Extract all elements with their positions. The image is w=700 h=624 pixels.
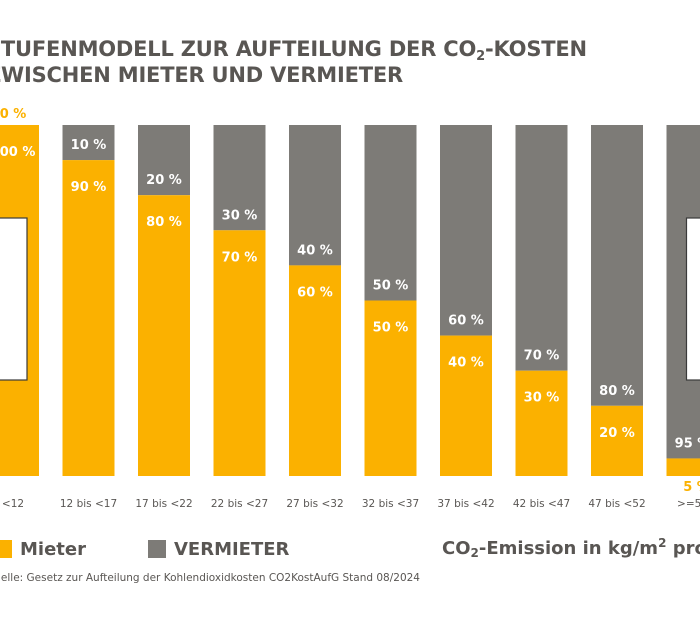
x-tick-label-4: 27 bis <32 [286, 498, 343, 510]
title-line-2: ZWISCHEN MIETER UND VERMIETER [0, 63, 403, 87]
legend-swatch-mieter [0, 540, 12, 558]
x-tick-label-0: <12 [2, 498, 24, 510]
bar-mieter-8 [591, 405, 643, 476]
bar-mieter-1 [62, 160, 115, 476]
bar-vermieter-2 [138, 125, 190, 196]
axis-title-suffix: pro Jahr [672, 538, 700, 559]
bar-mieter-7 [515, 370, 568, 476]
legend-swatch-vermieter [147, 540, 166, 558]
bar-vermieter-1 [62, 125, 115, 161]
x-tick-label-3: 22 bis <27 [211, 498, 268, 510]
bar-vermieter-3 [213, 125, 266, 231]
label-vermieter-4: 40 % [297, 243, 333, 258]
label-mieter-0: 100 % [0, 145, 35, 160]
bar-mieter-5 [364, 300, 417, 476]
bar-mieter-2 [138, 195, 190, 476]
source-note: Quelle: Gesetz zur Aufteilung der Kohlen… [0, 572, 420, 584]
bar-vermieter-7 [515, 125, 568, 371]
axis-title-subscript: 2 [470, 546, 479, 560]
label-mieter-7: 30 % [524, 391, 560, 406]
label-mieter-6: 40 % [448, 356, 484, 371]
x-tick-label-2: 17 bis <22 [135, 498, 192, 510]
label-mieter-5: 50 % [373, 321, 409, 336]
label-vermieter-7: 70 % [524, 349, 560, 364]
bar-mieter-6 [440, 335, 492, 476]
axis-title-prefix: CO [442, 538, 471, 559]
bar-mieter-9 [666, 458, 700, 476]
x-tick-label-7: 42 bis <47 [513, 498, 570, 510]
x-tick-label-1: 12 bis <17 [60, 498, 117, 510]
axis-title-middle: -Emission in kg/m [478, 538, 659, 559]
bar-vermieter-4 [289, 125, 341, 266]
bar-vermieter-8 [591, 125, 643, 406]
label-vermieter-0: 0 % [0, 107, 26, 122]
label-mieter-2: 80 % [146, 215, 182, 230]
title-line-1-suffix: -KOSTEN [485, 37, 587, 61]
label-mieter-1: 90 % [71, 180, 107, 195]
bar-vermieter-5 [364, 125, 417, 301]
label-mieter-4: 60 % [297, 285, 333, 300]
label-vermieter-5: 50 % [373, 279, 409, 294]
x-tick-label-8: 47 bis <52 [588, 498, 645, 510]
axis-title-superscript: 2 [658, 536, 667, 550]
legend-label-vermieter: VERMIETER [173, 538, 290, 560]
title-subscript: 2 [476, 49, 486, 64]
chart-title: STUFENMODELL ZUR AUFTEILUNG DER CO2-KOST… [0, 36, 587, 88]
bar-mieter-3 [213, 230, 266, 476]
label-mieter-9: 5 % [683, 480, 700, 495]
label-vermieter-1: 10 % [71, 138, 107, 153]
x-axis-title: CO2-Emission in kg/m2 pro Jahr [442, 536, 700, 560]
bar-vermieter-6 [440, 125, 492, 336]
label-mieter-3: 70 % [222, 250, 258, 265]
title-line-1-prefix: STUFENMODELL ZUR AUFTEILUNG DER CO [0, 37, 477, 61]
label-vermieter-2: 20 % [146, 173, 182, 188]
title-line-1: STUFENMODELL ZUR AUFTEILUNG DER CO2-KOST… [0, 36, 587, 64]
panel-right [685, 217, 700, 381]
label-vermieter-9: 95 % [675, 436, 700, 451]
bar-mieter-4 [289, 265, 341, 476]
x-tick-label-6: 37 bis <42 [437, 498, 494, 510]
x-tick-label-5: 32 bis <37 [362, 498, 419, 510]
x-tick-label-9: >=52 [677, 498, 700, 510]
label-vermieter-6: 60 % [448, 314, 484, 329]
label-vermieter-8: 80 % [599, 384, 635, 399]
legend: Mieter VERMIETER [0, 537, 289, 561]
label-vermieter-3: 30 % [222, 208, 258, 223]
legend-label-mieter: Mieter [20, 538, 86, 560]
stacked-bar-chart: 0 % 100 % <12 10 % 90 % 12 bis <17 20 % 80 % 17 … [0, 107, 700, 510]
label-mieter-8: 20 % [599, 426, 635, 441]
panel-left [0, 217, 28, 381]
